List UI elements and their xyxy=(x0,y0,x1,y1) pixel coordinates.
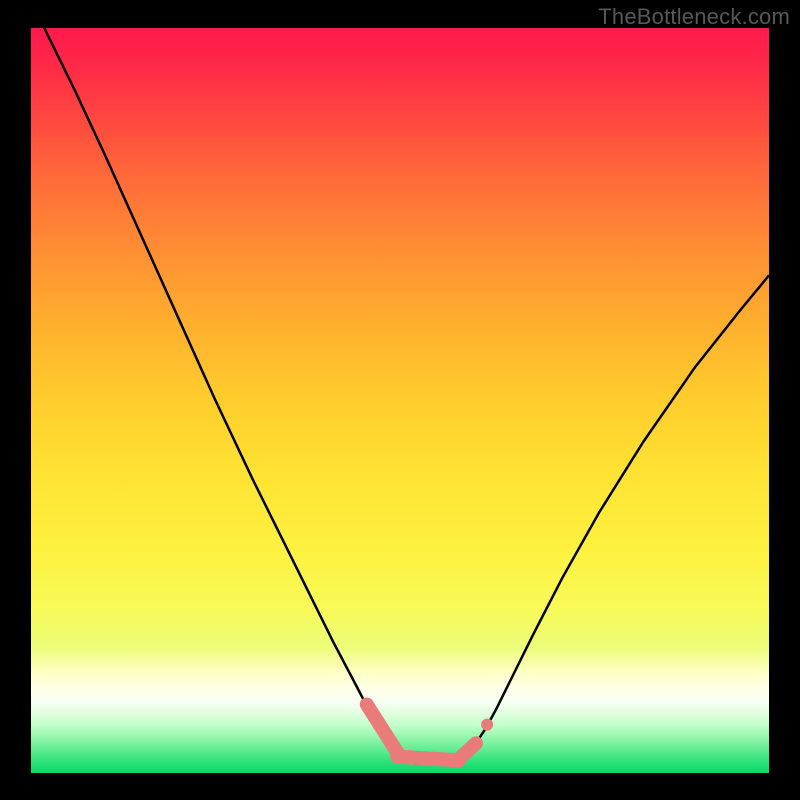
plot-svg xyxy=(31,28,769,773)
plot-area xyxy=(31,28,769,773)
curve-marker-segment xyxy=(397,757,459,761)
plot-background xyxy=(31,28,769,773)
curve-marker-dot xyxy=(481,719,493,731)
chart-canvas: TheBottleneck.com xyxy=(0,0,800,800)
watermark-text: TheBottleneck.com xyxy=(598,4,790,30)
